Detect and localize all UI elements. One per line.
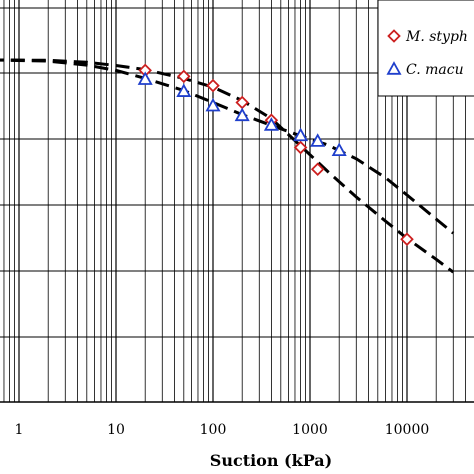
legend-label: M. styph xyxy=(405,29,468,45)
triangle-marker xyxy=(137,71,153,85)
legend-label: C. macu xyxy=(406,62,464,78)
x-tick-label: 10 xyxy=(107,422,125,438)
legend-triangle-symbol xyxy=(386,61,402,75)
legend-box xyxy=(377,0,474,97)
triangle-marker xyxy=(310,133,326,147)
legend: M. styph C. macu xyxy=(377,0,474,97)
x-tick-label: 1 xyxy=(15,422,24,438)
triangle-marker xyxy=(293,127,309,142)
x-tick-label: 100 xyxy=(200,422,227,438)
data-markers xyxy=(137,63,414,246)
triangle-marker xyxy=(263,117,279,131)
fit-curves xyxy=(0,58,455,274)
fit-curve-1 xyxy=(0,58,455,274)
diamond-marker xyxy=(177,69,191,84)
diamond-marker xyxy=(310,162,325,177)
triangle-marker xyxy=(331,142,347,157)
diamond-marker xyxy=(400,232,414,246)
triangle-marker xyxy=(234,107,250,122)
diamond-marker xyxy=(293,140,308,155)
fit-curve-2 xyxy=(0,58,455,235)
chart-grid xyxy=(0,0,474,403)
triangle-marker xyxy=(205,97,221,112)
x-tick-label: 10000 xyxy=(385,422,430,438)
x-axis-title: Suction (kPa) xyxy=(210,451,332,470)
legend-diamond-symbol xyxy=(387,29,401,43)
legend-items: M. styph C. macu xyxy=(386,29,468,78)
diamond-marker xyxy=(206,78,220,93)
x-tick-label: 1000 xyxy=(292,422,328,438)
x-tick-labels: 1101001000100001 xyxy=(15,422,430,438)
triangle-marker xyxy=(176,83,192,97)
